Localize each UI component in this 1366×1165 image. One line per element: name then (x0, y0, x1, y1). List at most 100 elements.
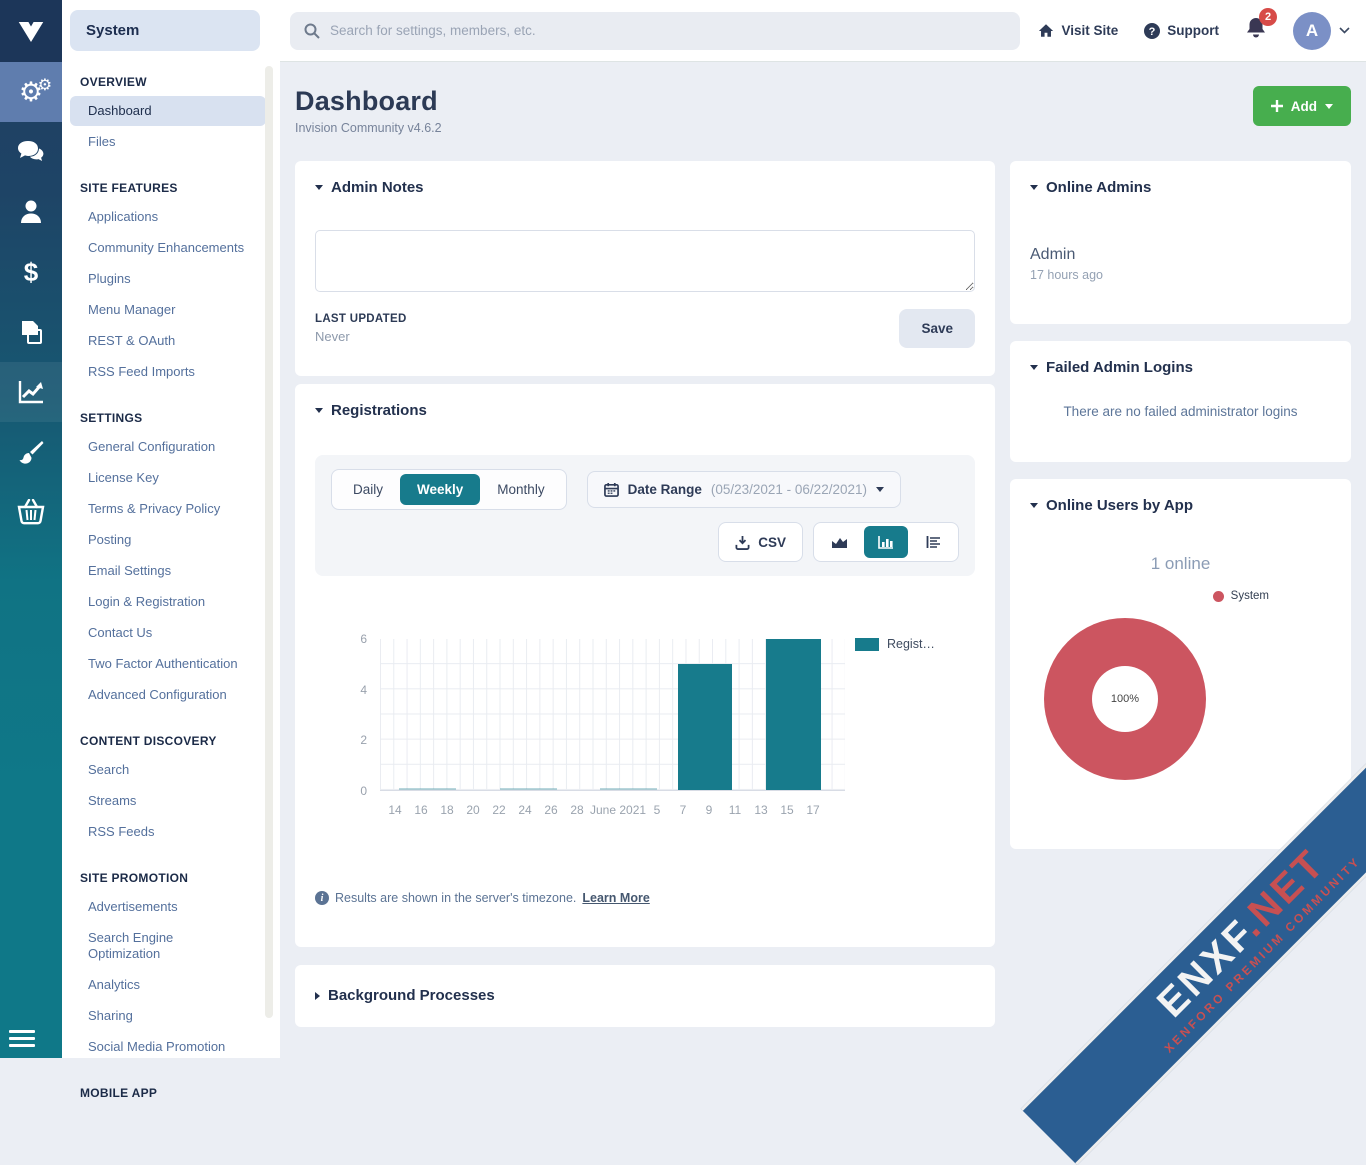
csv-label: CSV (758, 535, 786, 550)
global-search[interactable] (290, 12, 1020, 50)
rail-item-stats[interactable] (0, 362, 62, 422)
online-users-header[interactable]: Online Users by App (1030, 497, 1331, 514)
tab-weekly[interactable]: Weekly (400, 474, 480, 505)
sidebar-item-community-enhancements[interactable]: Community Enhancements (70, 233, 266, 263)
chart-view-group (813, 522, 959, 562)
gears-icon: ⚙⚙ (19, 79, 43, 106)
sidebar-item-rss-feeds[interactable]: RSS Feeds (70, 817, 266, 847)
collapse-caret-icon (1030, 185, 1038, 190)
sidebar-item-terms-privacy-policy[interactable]: Terms & Privacy Policy (70, 494, 266, 524)
collapse-caret-icon (1030, 365, 1038, 370)
table-list-icon (926, 535, 941, 549)
x-tick: 14 (382, 803, 408, 817)
sidebar-item-files[interactable]: Files (70, 127, 266, 157)
area-chart-view-button[interactable] (817, 526, 861, 558)
tab-daily[interactable]: Daily (336, 474, 400, 505)
paintbrush-icon (18, 439, 44, 465)
support-link[interactable]: ? Support (1144, 23, 1219, 39)
y-tick: 0 (360, 784, 367, 798)
pages-icon (18, 319, 44, 345)
chart-legend: Regist… (855, 637, 935, 651)
sidebar-item-applications[interactable]: Applications (70, 202, 266, 232)
sidebar-item-search-engine-optimization[interactable]: Search Engine Optimization (70, 923, 266, 969)
sidebar-item-dashboard[interactable]: Dashboard (70, 96, 266, 126)
admin-name-link[interactable]: Admin (1030, 246, 1331, 264)
rail-item-community[interactable] (0, 122, 62, 182)
sidebar-section-site-features: SITE FEATURES (62, 171, 280, 201)
admin-notes-header[interactable]: Admin Notes (315, 179, 975, 196)
support-label: Support (1167, 23, 1219, 38)
admin-notes-panel: Admin Notes LAST UPDATED Never Save (295, 161, 995, 376)
rail-item-members[interactable] (0, 182, 62, 242)
chevron-down-icon (1339, 27, 1350, 34)
sidebar-section-mobile-app: MOBILE APP (62, 1076, 280, 1106)
table-view-button[interactable] (911, 526, 955, 558)
bar-chart-view-button[interactable] (864, 526, 908, 558)
admin-notes-textarea[interactable] (315, 230, 975, 292)
sidebar-item-login-registration[interactable]: Login & Registration (70, 587, 266, 617)
invision-logo[interactable] (0, 0, 62, 62)
sidebar-item-sharing[interactable]: Sharing (70, 1001, 266, 1031)
search-input[interactable] (330, 23, 1006, 38)
sidebar-item-advanced-configuration[interactable]: Advanced Configuration (70, 680, 266, 710)
download-icon (735, 535, 750, 550)
sidebar-item-contact-us[interactable]: Contact Us (70, 618, 266, 648)
donut-legend: System (1030, 590, 1331, 602)
background-processes-panel: Background Processes (295, 965, 995, 1027)
sidebar-item-rest-oauth[interactable]: REST & OAuth (70, 326, 266, 356)
background-processes-title: Background Processes (328, 987, 495, 1004)
rail-item-marketplace[interactable] (0, 482, 62, 542)
calendar-icon (604, 482, 619, 497)
sidebar-item-plugins[interactable]: Plugins (70, 264, 266, 294)
add-button[interactable]: Add (1253, 86, 1351, 126)
visit-site-link[interactable]: Visit Site (1038, 23, 1118, 38)
learn-more-link[interactable]: Learn More (582, 891, 649, 905)
registrations-header[interactable]: Registrations (315, 402, 975, 419)
sidebar-item-two-factor-authentication[interactable]: Two Factor Authentication (70, 649, 266, 679)
sidebar-scrollbar[interactable] (265, 66, 273, 1018)
add-button-label: Add (1291, 99, 1317, 114)
sidebar-item-streams[interactable]: Streams (70, 786, 266, 816)
chart-bar-week-of-jun-6 (678, 664, 732, 790)
x-tick: 11 (722, 803, 748, 817)
online-admins-header[interactable]: Online Admins (1030, 179, 1331, 196)
tab-monthly[interactable]: Monthly (480, 474, 561, 505)
chart-plot (380, 639, 845, 791)
sidebar-item-posting[interactable]: Posting (70, 525, 266, 555)
rail-item-commerce[interactable]: $ (0, 242, 62, 302)
rail-item-pages[interactable] (0, 302, 62, 362)
date-range-button[interactable]: Date Range (05/23/2021 - 06/22/2021) (587, 471, 901, 508)
rail-item-system[interactable]: ⚙⚙ (0, 62, 62, 122)
main-content: Dashboard Invision Community v4.6.2 Add … (280, 62, 1366, 1058)
online-users-donut-chart: 100% (1044, 618, 1206, 780)
last-updated-label: LAST UPDATED (315, 313, 407, 325)
bar-chart-icon (878, 535, 894, 549)
failed-logins-empty-text: There are no failed administrator logins (1030, 404, 1331, 419)
x-tick: 9 (696, 803, 722, 817)
sidebar-item-license-key[interactable]: License Key (70, 463, 266, 493)
failed-logins-header[interactable]: Failed Admin Logins (1030, 359, 1331, 376)
sidebar-item-email-settings[interactable]: Email Settings (70, 556, 266, 586)
sidebar-item-analytics[interactable]: Analytics (70, 970, 266, 1000)
date-range-label: Date Range (628, 482, 702, 497)
sidebar-item-rss-feed-imports[interactable]: RSS Feed Imports (70, 357, 266, 387)
menu-hamburger-icon[interactable] (0, 1018, 44, 1058)
sidebar-item-search[interactable]: Search (70, 755, 266, 785)
account-menu[interactable]: A (1293, 12, 1350, 50)
notifications-button[interactable]: 2 (1245, 16, 1267, 45)
visit-site-label: Visit Site (1061, 23, 1118, 38)
background-processes-header[interactable]: Background Processes (315, 987, 975, 1004)
online-admins-panel: Online Admins Admin 17 hours ago (1010, 161, 1351, 324)
x-tick: June 2021 (590, 803, 644, 817)
sidebar-item-menu-manager[interactable]: Menu Manager (70, 295, 266, 325)
registrations-title: Registrations (331, 402, 427, 419)
home-icon (1038, 23, 1054, 38)
csv-download-button[interactable]: CSV (718, 522, 803, 562)
sidebar-item-advertisements[interactable]: Advertisements (70, 892, 266, 922)
sidebar-item-general-configuration[interactable]: General Configuration (70, 432, 266, 462)
rail-item-customization[interactable] (0, 422, 62, 482)
save-button[interactable]: Save (899, 309, 975, 348)
date-range-caret-icon (876, 487, 884, 492)
